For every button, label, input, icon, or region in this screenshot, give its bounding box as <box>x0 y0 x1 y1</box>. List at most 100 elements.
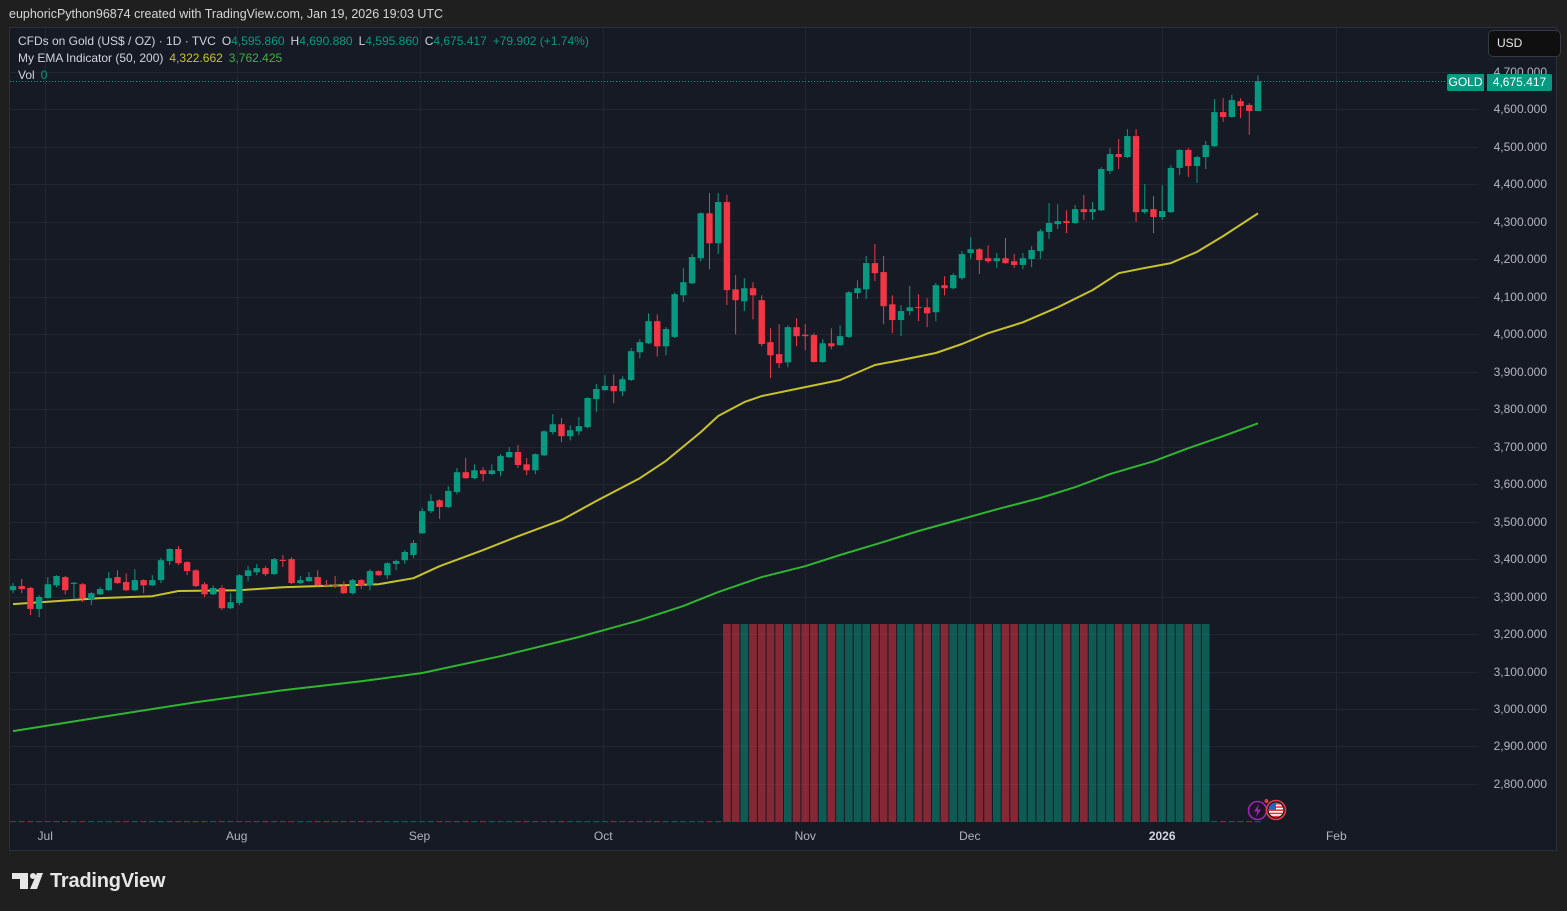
candle-up <box>401 551 408 561</box>
candle-down <box>1063 221 1070 224</box>
volume-bar <box>262 821 269 823</box>
price-axis-label: 4,000.000 <box>1493 327 1547 342</box>
time-axis-label: Oct <box>593 829 613 843</box>
volume-value: 0 <box>40 68 48 82</box>
candle-down <box>1080 209 1088 213</box>
price-axis-label: 3,100.000 <box>1493 664 1547 679</box>
volume-bar <box>1201 624 1210 822</box>
time-axis-label: Aug <box>226 829 248 843</box>
candle-up <box>349 580 356 594</box>
volume-bar <box>1228 821 1235 823</box>
price-axis-label: 2,800.000 <box>1493 776 1547 791</box>
candle-up <box>593 388 600 400</box>
candle-up <box>96 589 104 595</box>
candle-up <box>44 584 52 599</box>
lightning-event-icon[interactable] <box>1247 800 1268 821</box>
low-label: L <box>358 34 366 48</box>
volume-bar <box>783 624 792 822</box>
candle-up <box>1176 149 1183 168</box>
candle-up <box>741 288 748 302</box>
candle-up <box>532 454 539 471</box>
price-axis-label: 4,100.000 <box>1493 289 1547 304</box>
us-flag-event-icon[interactable] <box>1264 798 1288 822</box>
candle-up <box>819 343 826 363</box>
volume-bar <box>940 624 949 822</box>
volume-bar <box>731 624 740 822</box>
volume-bar <box>375 821 382 823</box>
candle-up <box>366 571 374 586</box>
candle-down <box>941 285 948 289</box>
volume-bar <box>253 821 260 823</box>
candle-up <box>784 327 792 363</box>
volume-bar <box>445 821 452 823</box>
volume-bar <box>1106 624 1114 822</box>
candle-down <box>79 584 86 599</box>
candle-up <box>897 311 905 321</box>
indicator-legend-row[interactable]: My EMA Indicator (50, 200) 4,322.662 3,7… <box>18 50 589 67</box>
volume-bar <box>897 624 905 822</box>
candle-down <box>323 584 330 586</box>
close-value: 4,675.417 <box>433 34 487 48</box>
volume-bar <box>844 624 853 822</box>
candle-up <box>1254 81 1262 112</box>
price-axis-label: 4,500.000 <box>1493 139 1547 154</box>
volume-legend-row[interactable]: Vol 0 <box>18 67 589 84</box>
candle-down <box>514 451 522 466</box>
price-axis-label: 3,200.000 <box>1493 627 1547 642</box>
chart-legend: CFDs on Gold (US$ / OZ) · 1D · TVC O 4,59… <box>18 33 589 84</box>
candle-up <box>1037 231 1044 252</box>
candle-down <box>1185 149 1192 167</box>
candle-down <box>201 584 208 595</box>
candle-down <box>1237 101 1244 107</box>
tradingview-branding[interactable]: TradingView <box>12 868 165 894</box>
tradingview-logo-icon <box>12 873 43 889</box>
candle-down <box>140 580 147 586</box>
volume-bar <box>766 624 775 822</box>
volume-bar <box>288 821 295 823</box>
volume-bar <box>462 821 469 823</box>
candle-up <box>845 292 852 337</box>
candle-down <box>1219 112 1227 117</box>
candle-down <box>18 586 25 590</box>
volume-label: Vol <box>18 68 35 82</box>
volume-bar <box>366 821 373 823</box>
volume-bar <box>497 821 504 823</box>
candle-up <box>1228 100 1236 117</box>
candle-down <box>610 385 617 392</box>
time-axis-label: 2026 <box>1148 829 1176 843</box>
volume-bar <box>236 821 243 823</box>
volume-bar <box>1246 821 1253 823</box>
symbol-tag: GOLD <box>1447 74 1484 91</box>
volume-bar <box>418 821 426 823</box>
candle-down <box>1132 136 1140 213</box>
candle-up <box>906 307 913 312</box>
candle-up <box>497 456 504 472</box>
volume-bar <box>740 624 749 822</box>
time-axis-label: Nov <box>794 829 816 843</box>
candle-up <box>1124 136 1131 158</box>
candle-up <box>506 451 513 458</box>
candle-up <box>418 511 426 534</box>
candle-down <box>114 577 121 584</box>
candle-down <box>767 342 774 356</box>
candle-up <box>244 570 252 576</box>
volume-bar <box>357 821 365 823</box>
volume-bar <box>279 821 286 823</box>
volume-bar <box>1114 624 1123 822</box>
price-chart-canvas[interactable] <box>10 28 1556 850</box>
candle-up <box>236 575 243 603</box>
candle-down <box>1010 261 1018 265</box>
candle-up <box>1167 167 1175 213</box>
volume-bar <box>53 821 60 823</box>
volume-bar <box>96 821 104 823</box>
currency-button[interactable]: USD <box>1488 30 1561 57</box>
indicator-name: My EMA Indicator (50, 200) <box>18 51 164 65</box>
symbol-legend-row[interactable]: CFDs on Gold (US$ / OZ) · 1D · TVC O 4,59… <box>18 33 589 50</box>
volume-bar <box>488 821 495 823</box>
volume-bar <box>992 624 1001 822</box>
candle-down <box>331 584 339 586</box>
volume-bar <box>1027 624 1036 822</box>
candle-down <box>523 464 530 471</box>
candle-down <box>436 500 443 508</box>
price-axis-label: 3,900.000 <box>1493 364 1547 379</box>
